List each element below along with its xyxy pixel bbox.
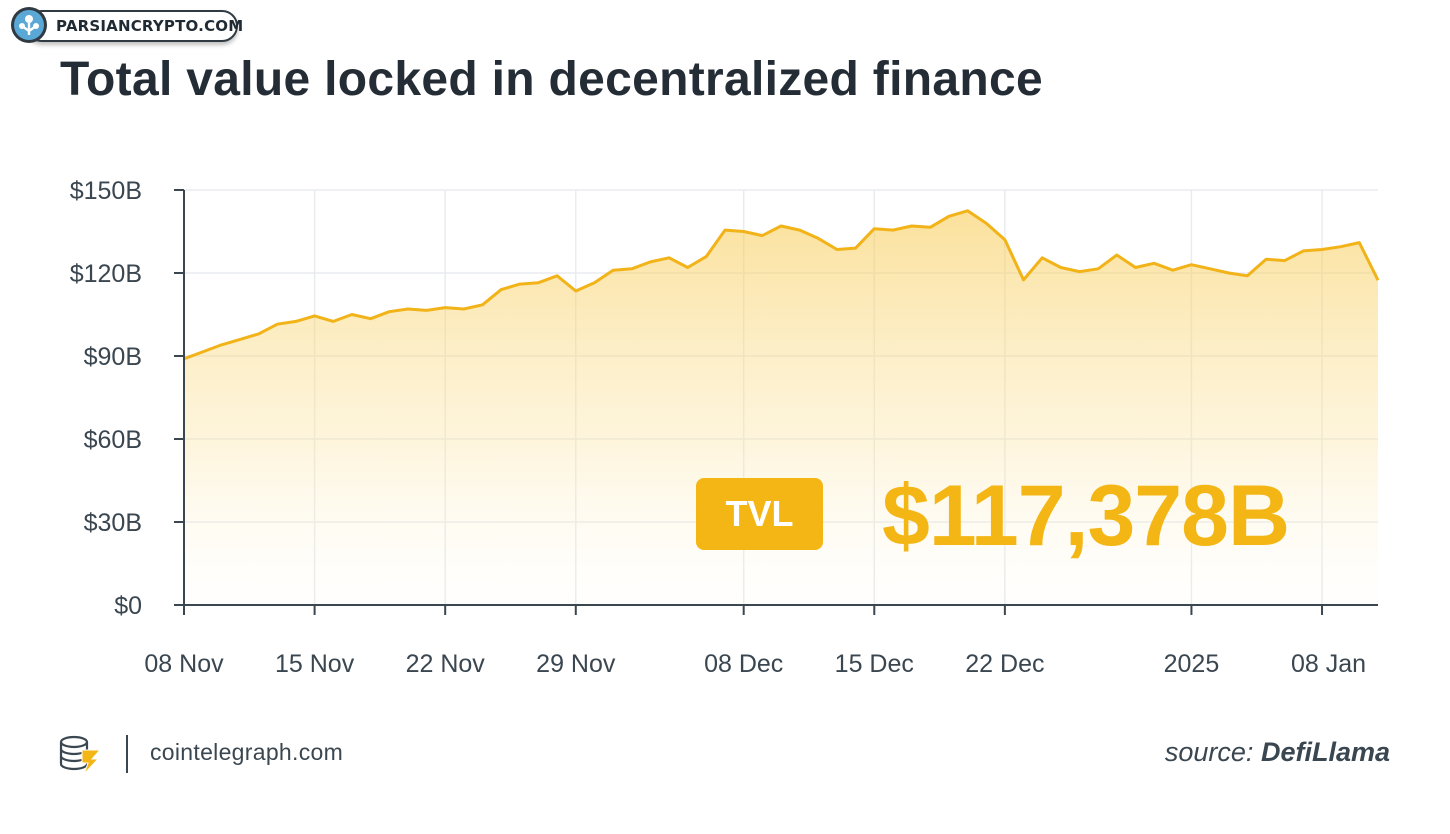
footer-divider	[126, 735, 128, 773]
x-tick-label: 22 Dec	[965, 650, 1044, 678]
x-tick-label: 08 Dec	[704, 650, 783, 678]
axes	[183, 190, 1378, 606]
footer-site: cointelegraph.com	[150, 739, 344, 765]
x-tick-label: 15 Dec	[835, 650, 914, 678]
watermark-text: PARSIANCRYPTO.COM	[56, 17, 244, 35]
x-tick-label: 22 Nov	[406, 650, 486, 678]
x-tick-label: 15 Nov	[275, 650, 355, 678]
series-area-fill	[184, 210, 1378, 606]
x-tick-label: 2025	[1164, 650, 1220, 678]
footer-source: source: DefiLlama	[1165, 737, 1390, 768]
source-prefix: source:	[1164, 737, 1254, 767]
watermark-pill	[26, 10, 238, 42]
y-tick-label: $0	[114, 592, 142, 620]
watermark-badge: PARSIANCRYPTO.COM	[10, 6, 243, 44]
y-axis-ticks: $0 $30B $60B $90B $120B $150B	[70, 177, 184, 620]
y-tick-label: $60B	[84, 426, 142, 454]
watermark-logo-icon	[11, 7, 47, 43]
chart-title: Total value locked in decentralized fina…	[60, 53, 1043, 106]
y-tick-label: $120B	[70, 260, 142, 288]
x-axis-ticks: 08 Nov 15 Nov 22 Nov 29 Nov 08 Dec 15 Dec 22 D…	[144, 605, 1366, 678]
tvl-value: $117,378B	[882, 468, 1290, 564]
x-tick-label: 08 Jan	[1291, 650, 1366, 678]
series-line	[183, 209, 1380, 361]
tvl-badge: TVL	[696, 478, 823, 550]
y-tick-label: $30B	[84, 509, 142, 537]
x-tick-label: 29 Nov	[536, 650, 616, 678]
x-tick-label: 08 Nov	[144, 650, 224, 678]
series-area	[183, 209, 1380, 606]
y-tick-label: $90B	[84, 343, 142, 371]
y-tick-label: $150B	[70, 177, 142, 205]
cointelegraph-logo-icon	[59, 735, 102, 775]
source-name: DefiLlama	[1260, 737, 1390, 767]
